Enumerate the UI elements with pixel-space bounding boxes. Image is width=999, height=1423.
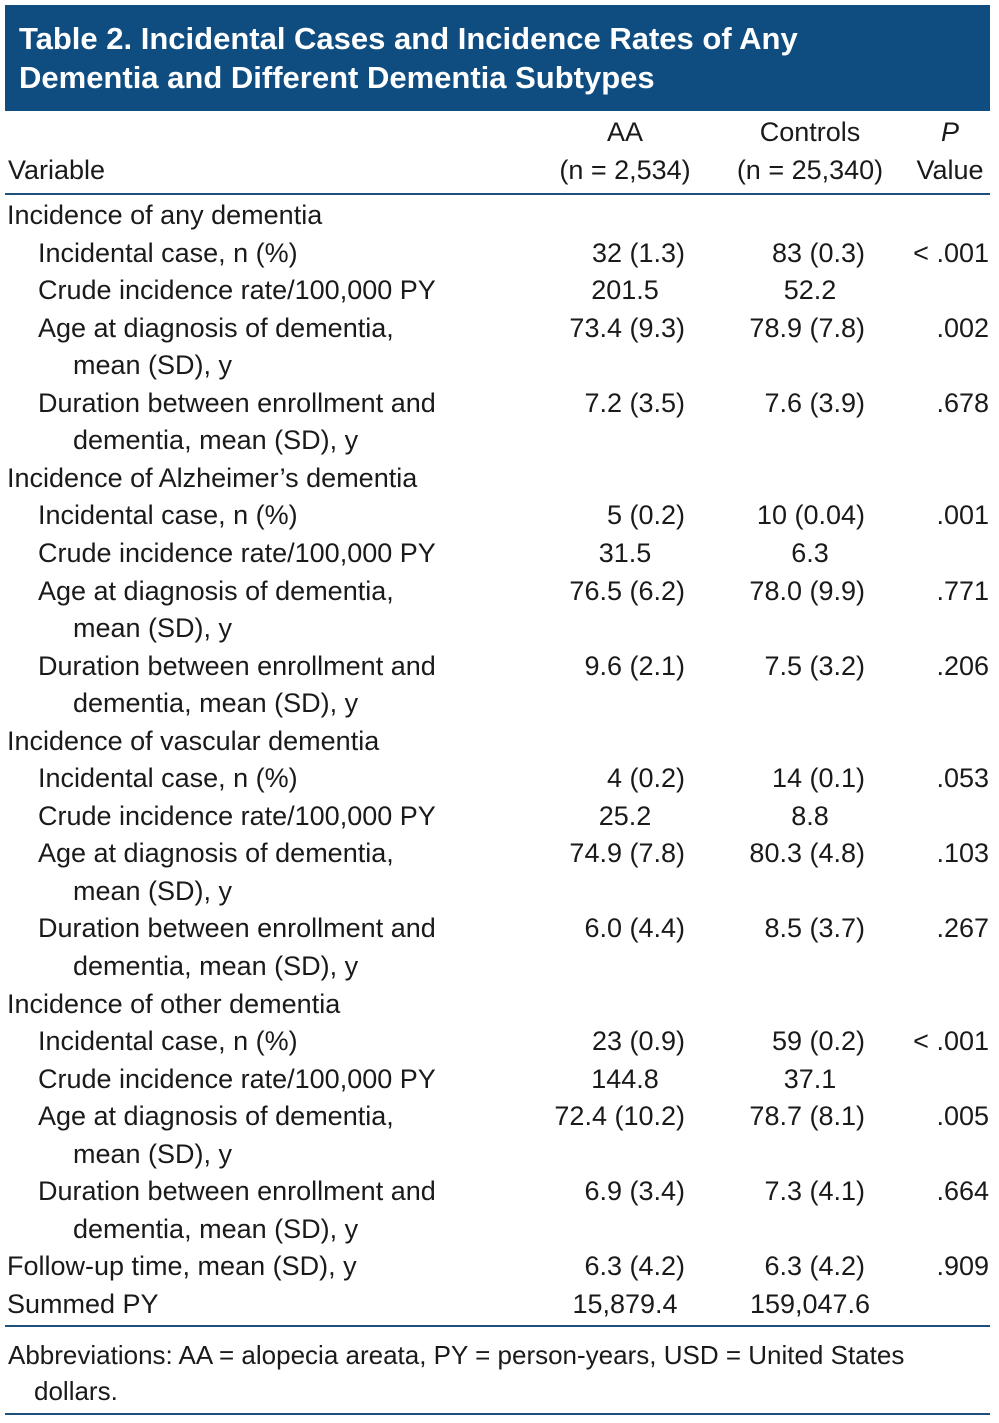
p-value: < .001 <box>913 237 989 268</box>
p-value: .678 <box>936 387 989 418</box>
row-label: mean (SD), y <box>73 350 233 381</box>
row-label: Incidental case, n (%) <box>38 763 298 794</box>
aa-value: 73.4 (9.3) <box>569 312 685 343</box>
row-label: Duration between enrollment and <box>38 387 436 418</box>
row-label: Incidental case, n (%) <box>38 500 298 531</box>
row-label: Crude incidence rate/100,000 PY <box>38 1063 436 1094</box>
controls-value: 159,047.6 <box>749 1288 871 1319</box>
header-aa-n: (n = 2,534) <box>559 155 691 185</box>
aa-value: 6.0 (4.4) <box>584 913 685 944</box>
p-value: < .001 <box>913 1026 989 1057</box>
controls-value: 37.1 <box>783 1063 837 1094</box>
aa-value: 5 (0.2) <box>606 500 685 531</box>
aa-value: 7.2 (3.5) <box>584 387 685 418</box>
row-label: Crude incidence rate/100,000 PY <box>38 800 436 831</box>
table-title-line-1: Table 2. Incidental Cases and Incidence … <box>19 21 798 56</box>
p-value: .909 <box>936 1251 989 1282</box>
header-p: P <box>940 117 959 147</box>
row-label: dementia, mean (SD), y <box>73 951 359 981</box>
controls-value: 7.5 (3.2) <box>764 650 865 681</box>
row-label: dementia, mean (SD), y <box>73 688 359 719</box>
controls-value: 83 (0.3) <box>771 237 865 268</box>
row-label: Duration between enrollment and <box>38 1176 436 1207</box>
p-value: .267 <box>936 913 989 944</box>
row-label: Age at diagnosis of dementia, <box>38 575 394 606</box>
header-controls: Controls <box>759 117 861 147</box>
controls-value: 6.3 (4.2) <box>764 1251 865 1282</box>
row-label: mean (SD), y <box>73 875 233 906</box>
aa-value: 144.8 <box>591 1063 659 1094</box>
header-controls-n: (n = 25,340) <box>736 155 884 185</box>
aa-value: 6.9 (3.4) <box>584 1176 685 1207</box>
row-label: dementia, mean (SD), y <box>73 1213 359 1244</box>
p-value: .206 <box>936 650 989 681</box>
row-label: Incidence of other dementia <box>7 988 341 1019</box>
aa-value: 32 (1.3) <box>591 237 685 268</box>
row-label: Age at diagnosis of dementia, <box>38 312 394 343</box>
row-label: Incidence of Alzheimer’s dementia <box>7 462 418 493</box>
aa-value: 201.5 <box>591 275 659 306</box>
footnote-line-2: dollars. <box>34 1376 118 1406</box>
row-label: Incidence of vascular dementia <box>7 725 380 756</box>
header-p-value: Value <box>916 155 984 185</box>
header-divider <box>5 193 990 195</box>
aa-value: 74.9 (7.8) <box>569 838 685 869</box>
header-variable: Variable <box>8 155 106 185</box>
row-label: Duration between enrollment and <box>38 913 436 944</box>
controls-value: 52.2 <box>783 275 837 306</box>
p-value: .771 <box>936 575 989 606</box>
controls-value: 78.7 (8.1) <box>749 1101 865 1132</box>
row-label: Follow-up time, mean (SD), y <box>7 1251 357 1282</box>
p-value: .002 <box>936 312 989 343</box>
row-label: mean (SD), y <box>73 1138 233 1169</box>
aa-value: 23 (0.9) <box>591 1026 685 1057</box>
row-label: Crude incidence rate/100,000 PY <box>38 537 436 568</box>
row-label: Incidental case, n (%) <box>38 1026 298 1057</box>
aa-value: 4 (0.2) <box>606 763 685 794</box>
controls-value: 78.0 (9.9) <box>749 575 865 606</box>
aa-value: 25.2 <box>598 800 652 831</box>
row-label: Crude incidence rate/100,000 PY <box>38 275 436 306</box>
controls-value: 8.5 (3.7) <box>764 913 865 944</box>
controls-value: 10 (0.04) <box>756 500 865 531</box>
aa-value: 15,879.4 <box>572 1288 678 1319</box>
controls-value: 6.3 <box>791 537 829 568</box>
controls-value: 80.3 (4.8) <box>749 838 865 869</box>
footer-rule <box>5 1413 990 1415</box>
header-aa: AA <box>606 117 644 147</box>
aa-value: 72.4 (10.2) <box>554 1101 685 1132</box>
row-label: mean (SD), y <box>73 613 233 644</box>
row-label: Summed PY <box>7 1288 159 1319</box>
table-title-banner: Table 2. Incidental Cases and Incidence … <box>5 5 990 111</box>
aa-value: 31.5 <box>598 537 652 568</box>
row-label: Duration between enrollment and <box>38 650 436 681</box>
controls-value: 8.8 <box>791 800 829 831</box>
p-value: .103 <box>936 838 989 869</box>
p-value: .664 <box>936 1176 989 1207</box>
controls-value: 78.9 (7.8) <box>749 312 865 343</box>
footnote: Abbreviations: AA = alopecia areata, PY … <box>8 1337 983 1409</box>
row-label: Incidental case, n (%) <box>38 237 298 268</box>
p-value: .053 <box>936 763 989 794</box>
row-label: Incidence of any dementia <box>7 200 323 230</box>
controls-value: 7.3 (4.1) <box>764 1176 865 1207</box>
controls-value: 14 (0.1) <box>771 763 865 794</box>
aa-value: 76.5 (6.2) <box>569 575 685 606</box>
p-value: .001 <box>936 500 989 531</box>
footnote-line-1: Abbreviations: AA = alopecia areata, PY … <box>8 1340 905 1370</box>
table-title-line-2: Dementia and Different Dementia Subtypes <box>19 60 655 95</box>
row-label: dementia, mean (SD), y <box>73 425 359 456</box>
controls-value: 59 (0.2) <box>771 1026 865 1057</box>
row-label: Age at diagnosis of dementia, <box>38 1101 394 1132</box>
controls-value: 7.6 (3.9) <box>764 387 865 418</box>
aa-value: 9.6 (2.1) <box>584 650 685 681</box>
table-bottom-rule <box>5 1325 990 1327</box>
p-value: .005 <box>936 1101 989 1132</box>
aa-value: 6.3 (4.2) <box>584 1251 685 1282</box>
row-label: Age at diagnosis of dementia, <box>38 838 394 869</box>
